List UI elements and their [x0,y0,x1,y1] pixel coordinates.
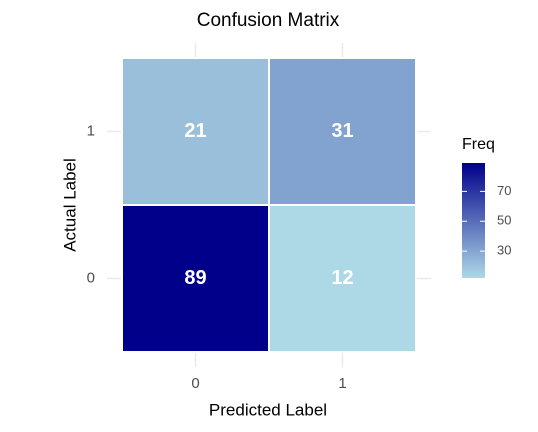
y-axis-title: Actual Label [60,158,79,252]
chart-title: Confusion Matrix [197,10,340,31]
x-tick-label: 0 [191,375,199,392]
x-tick-label: 1 [338,375,346,392]
legend-title: Freq [462,136,495,153]
heatmap-cell [268,57,417,206]
legend-tick-label: 50 [497,213,511,228]
cell-label: 89 [184,267,206,289]
cell-label: 21 [184,120,206,142]
heatmap-cell [268,204,417,353]
colorbar [462,163,485,278]
heatmap-cell [121,57,270,206]
y-tick-label: 1 [87,122,95,139]
legend-tick-label: 70 [497,183,511,198]
y-tick-label: 0 [87,269,95,286]
cell-label: 31 [331,120,353,142]
heatmap-cell [121,204,270,353]
x-axis-title: Predicted Label [209,400,327,419]
cell-label: 12 [331,267,353,289]
legend-tick-label: 30 [497,243,511,258]
